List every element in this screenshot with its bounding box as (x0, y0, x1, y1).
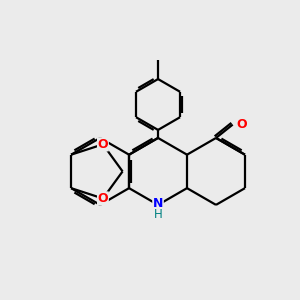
Text: O: O (236, 118, 247, 131)
Text: O: O (98, 138, 108, 151)
Text: O: O (98, 192, 108, 205)
Text: N: N (153, 197, 163, 210)
Text: H: H (154, 208, 162, 221)
